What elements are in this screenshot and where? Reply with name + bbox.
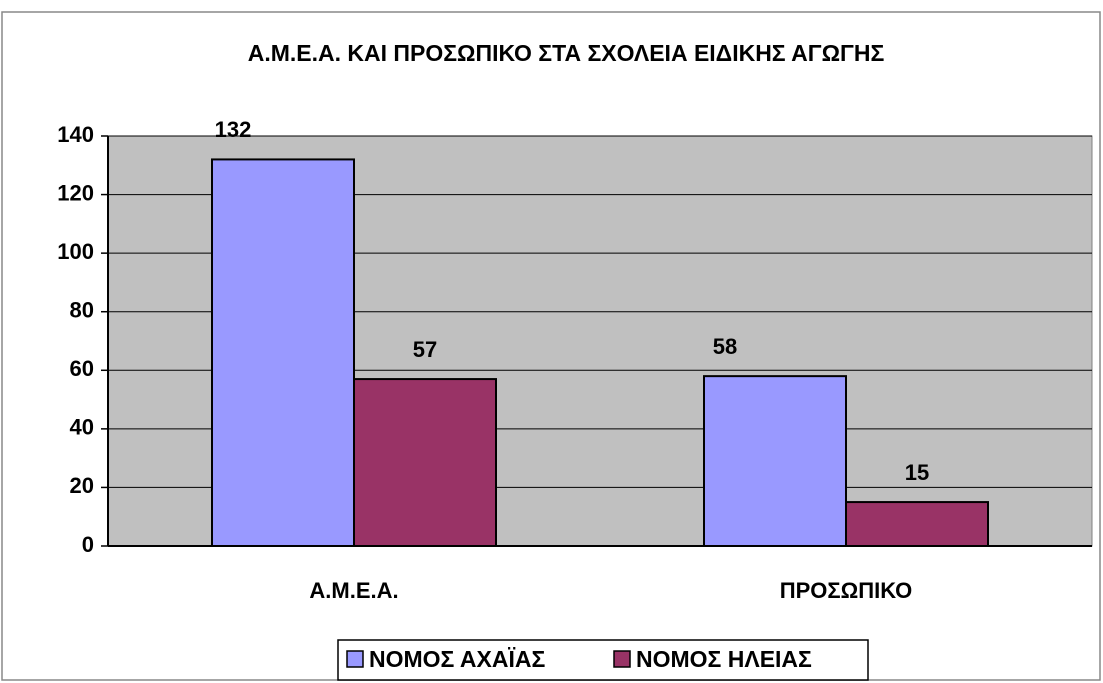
bar	[211, 158, 355, 548]
legend-marker	[613, 650, 631, 668]
data-label: 58	[713, 334, 737, 359]
data-label: 57	[413, 337, 437, 362]
legend-label: ΝΟΜΟΣ ΑΧΑΪΑΣ	[369, 646, 545, 672]
y-tick-label: 80	[70, 298, 94, 323]
legend-box	[337, 639, 869, 681]
bar	[703, 375, 847, 547]
chart-title: Α.Μ.Ε.Α. ΚΑΙ ΠΡΟΣΩΠΙΚΟ ΣΤΑ ΣΧΟΛΕΙΑ ΕΙΔΙΚ…	[248, 40, 885, 66]
x-tick-label: Α.Μ.Ε.Α.	[309, 578, 398, 603]
y-tick-label: 100	[57, 239, 94, 264]
y-tick-label: 120	[57, 180, 94, 205]
x-tick-label: ΠΡΟΣΩΠΙΚΟ	[780, 578, 913, 603]
y-tick-label: 40	[70, 415, 94, 440]
data-label: 15	[905, 460, 929, 485]
data-label: 132	[215, 117, 252, 142]
y-tick-label: 60	[70, 356, 94, 381]
y-tick-label: 140	[57, 122, 94, 147]
y-tick-label: 20	[70, 473, 94, 498]
legend-marker	[346, 650, 364, 668]
bar	[845, 501, 989, 548]
legend-label: ΝΟΜΟΣ ΗΛΕΙΑΣ	[636, 646, 812, 672]
y-tick-label: 0	[82, 532, 94, 557]
bar	[353, 378, 497, 548]
